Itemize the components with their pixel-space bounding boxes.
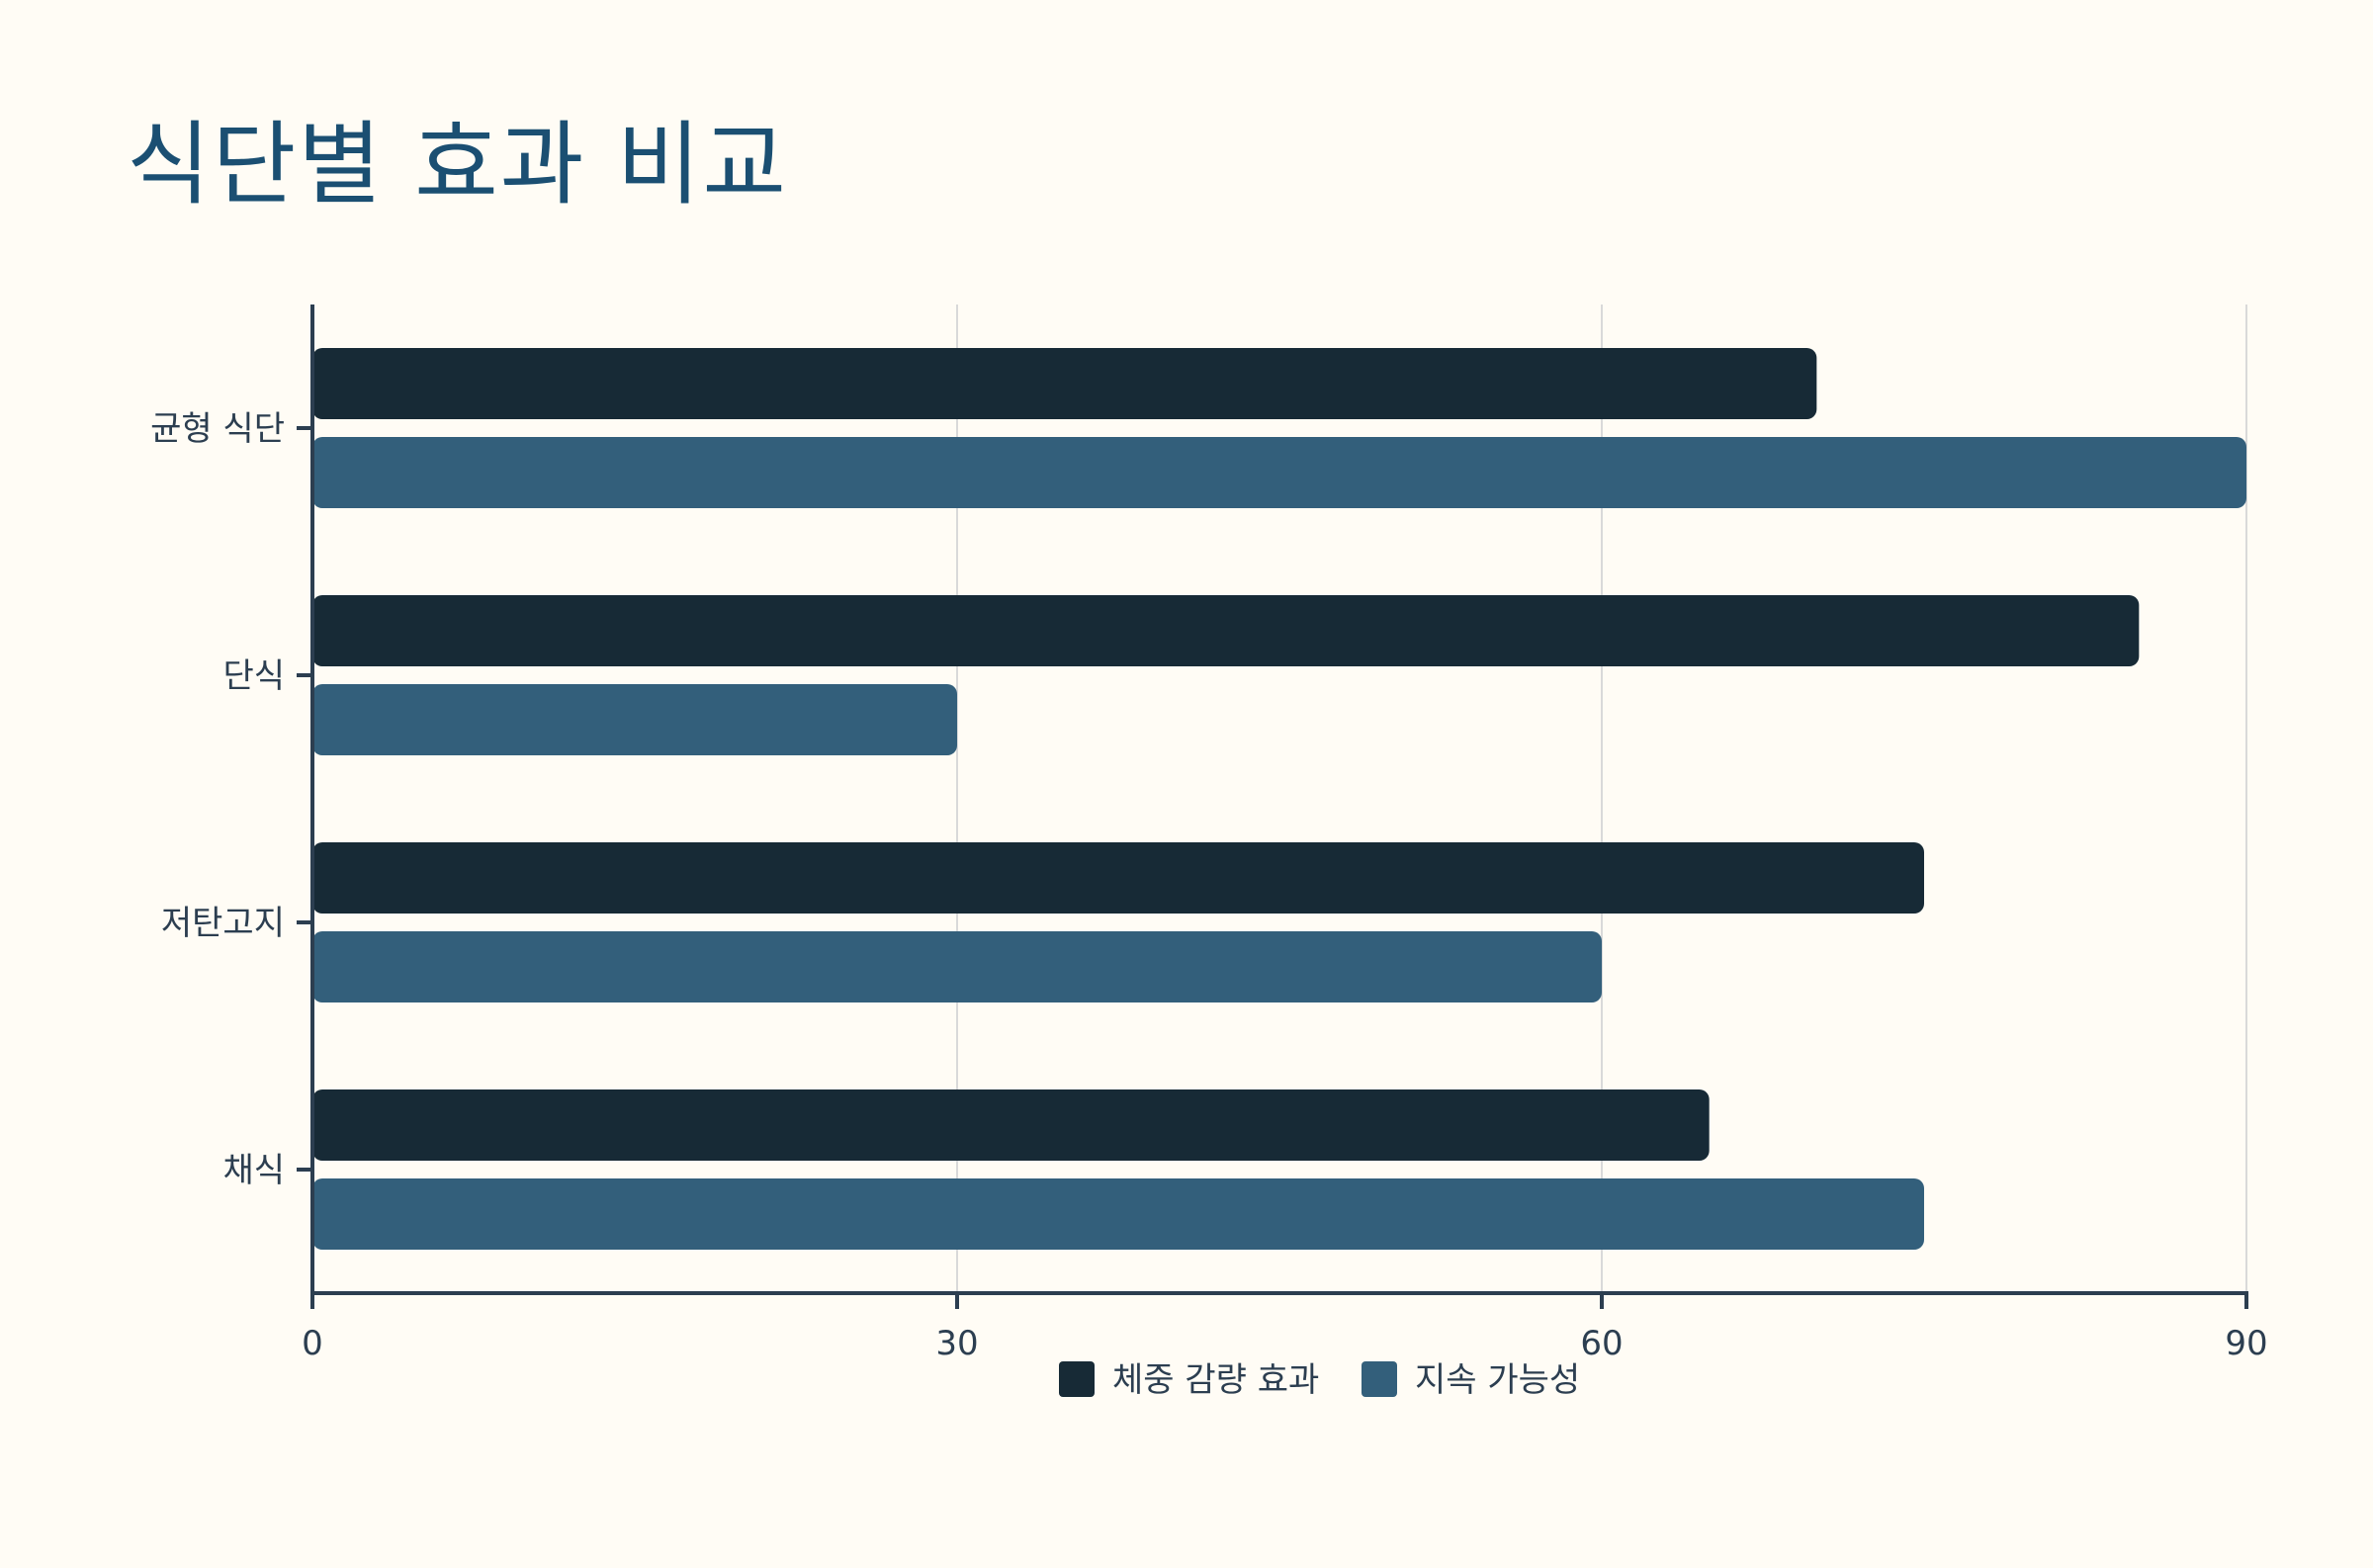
legend-swatch xyxy=(1059,1361,1095,1397)
bar-weight-loss xyxy=(312,348,1817,419)
bar-weight-loss xyxy=(312,595,2140,666)
bar-sustainability xyxy=(312,1178,1924,1250)
legend-label: 지속 가능성 xyxy=(1415,1360,1580,1400)
y-tick-label: 단식 xyxy=(222,656,285,696)
bar-sustainability xyxy=(312,684,957,755)
bar-sustainability xyxy=(312,931,1602,1002)
bar-weight-loss xyxy=(312,842,1924,914)
legend-swatch xyxy=(1362,1361,1397,1397)
x-tick-label: 30 xyxy=(935,1324,978,1363)
y-tick-label: 채식 xyxy=(222,1151,285,1190)
x-tick-label: 0 xyxy=(302,1324,323,1363)
x-tick-label: 90 xyxy=(2225,1324,2267,1363)
y-tick-label: 저탄고지 xyxy=(161,904,285,943)
bars xyxy=(312,348,2246,1250)
legend-label: 체중 감량 효과 xyxy=(1112,1360,1319,1400)
y-tick-label: 균형 식단 xyxy=(150,409,285,449)
bar-weight-loss xyxy=(312,1089,1710,1161)
chart-title: 식단별 효과 비교 xyxy=(127,112,788,218)
bar-sustainability xyxy=(312,437,2246,508)
legend: 체중 감량 효과 지속 가능성 xyxy=(1059,1360,1580,1400)
x-tick-label: 60 xyxy=(1580,1324,1623,1363)
